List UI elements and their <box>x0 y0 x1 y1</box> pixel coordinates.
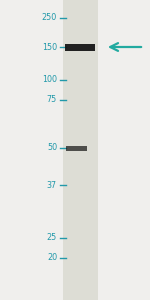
Text: 75: 75 <box>47 95 57 104</box>
Text: 37: 37 <box>47 181 57 190</box>
Text: 250: 250 <box>42 14 57 22</box>
Text: 100: 100 <box>42 76 57 85</box>
Bar <box>65 44 95 50</box>
Bar <box>63 0 98 300</box>
Text: 20: 20 <box>47 254 57 262</box>
Text: 50: 50 <box>47 143 57 152</box>
Text: 25: 25 <box>47 233 57 242</box>
Text: 150: 150 <box>42 43 57 52</box>
Bar <box>66 146 87 151</box>
